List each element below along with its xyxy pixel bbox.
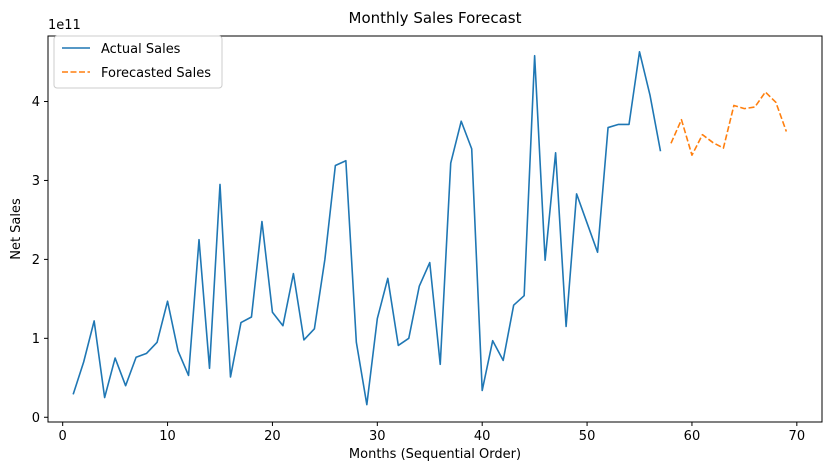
legend-label: Actual Sales [101,42,181,57]
y-tick-label: 4 [32,95,40,110]
series-line-actual-sales [72,50,662,406]
x-tick-label: 70 [789,429,806,444]
x-tick-label: 60 [684,429,701,444]
x-axis: 0 10 20 30 40 50 60 70 [59,422,806,444]
y-tick-label: 2 [32,253,40,268]
x-tick-label: 50 [579,429,596,444]
y-axis-label: Net Sales [9,198,24,260]
y-tick-label: 0 [32,411,40,426]
legend-label: Forecasted Sales [101,66,211,81]
plot-frame [47,35,823,423]
y-tick-label: 1 [32,332,40,347]
plot-area [47,35,823,423]
y-axis: 0 1 2 3 4 [32,95,48,426]
x-tick-label: 10 [159,429,176,444]
legend-box [53,35,223,89]
x-tick-label: 0 [59,429,67,444]
x-axis-label: Months (Sequential Order) [349,447,521,462]
x-tick-label: 40 [474,429,491,444]
x-tick-label: 30 [369,429,386,444]
y-axis-offset-label: 1e11 [48,18,81,33]
chart-title: Monthly Sales Forecast [349,9,522,27]
series-line-forecasted-sales [670,91,788,156]
y-tick-label: 3 [32,174,40,189]
legend: Actual Sales Forecasted Sales [53,35,223,89]
x-tick-label: 20 [264,429,281,444]
